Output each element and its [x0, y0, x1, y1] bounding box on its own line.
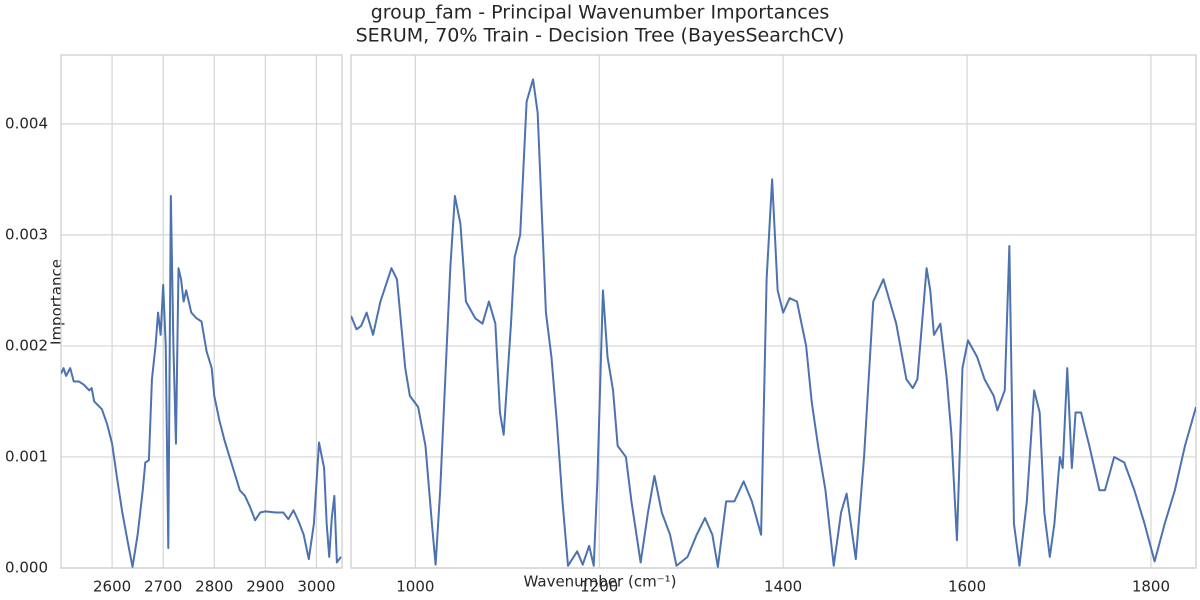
chart-title: group_fam - Principal Wavenumber Importa…: [371, 2, 830, 24]
panel-frame: [350, 54, 1197, 569]
y-axis-label: Importance: [48, 259, 66, 345]
x-axis-label: Wavenumber (cm⁻¹): [524, 573, 677, 591]
plot-area: [61, 195, 342, 568]
y-tick-label: 0.002: [5, 336, 48, 354]
chart-subtitle: SERUM, 70% Train - Decision Tree (BayesS…: [356, 25, 845, 47]
x-tick-label: 3000: [297, 578, 335, 596]
panel-frame: [60, 54, 343, 569]
x-tick-label: 1000: [396, 578, 434, 596]
y-tick-label: 0.003: [5, 225, 48, 243]
x-tick-label: 1400: [764, 578, 802, 596]
x-tick-label: 1800: [1132, 578, 1170, 596]
x-tick-label: 2700: [144, 578, 182, 596]
data-line: [61, 195, 342, 568]
x-tick-label: 2900: [246, 578, 284, 596]
x-tick-label: 1600: [948, 578, 986, 596]
y-tick-label: 0.000: [5, 559, 48, 577]
x-tick-label: 1200: [580, 578, 618, 596]
data-line: [351, 78, 1196, 568]
y-tick-label: 0.001: [5, 447, 48, 465]
x-tick-label: 2600: [93, 578, 131, 596]
x-tick-label: 2800: [195, 578, 233, 596]
plot-area: [351, 78, 1196, 568]
y-tick-label: 0.004: [5, 114, 48, 132]
